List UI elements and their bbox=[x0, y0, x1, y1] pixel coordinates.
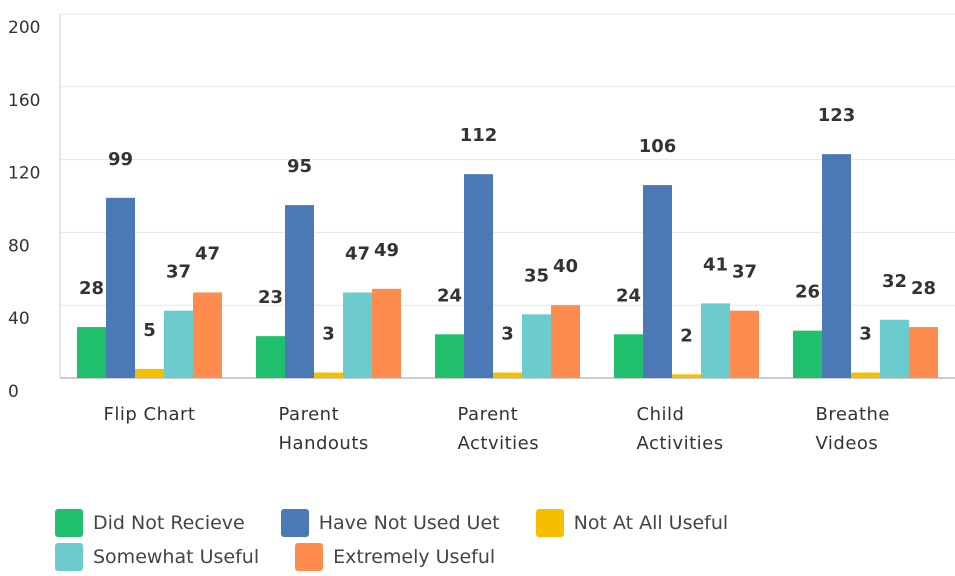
data-label: 5 bbox=[143, 320, 156, 341]
legend-swatch bbox=[280, 509, 309, 537]
legend: Did Not Recieve Have Not Used Uet Not At A… bbox=[55, 508, 855, 576]
data-label: 123 bbox=[818, 105, 856, 126]
bar bbox=[730, 310, 759, 378]
data-label: 3 bbox=[322, 324, 335, 345]
bar bbox=[193, 292, 222, 378]
data-label: 3 bbox=[859, 324, 872, 345]
y-tick-label: 0 bbox=[8, 382, 19, 402]
data-label: 23 bbox=[258, 287, 283, 308]
data-label: 95 bbox=[287, 156, 312, 177]
y-tick-label: 120 bbox=[8, 164, 40, 184]
y-tick-label: 40 bbox=[8, 309, 30, 329]
x-tick-label: Flip Chart bbox=[75, 400, 225, 429]
data-label: 3 bbox=[501, 324, 514, 345]
bar bbox=[164, 310, 193, 378]
data-label: 41 bbox=[703, 254, 728, 275]
bar bbox=[614, 334, 643, 378]
legend-label: Have Not Used Uet bbox=[318, 512, 500, 534]
x-tick-label: Child Activities bbox=[612, 400, 762, 458]
data-label: 28 bbox=[911, 278, 936, 299]
data-label: 35 bbox=[524, 265, 549, 286]
data-label: 37 bbox=[732, 262, 757, 283]
bar bbox=[522, 314, 551, 378]
bar bbox=[106, 197, 135, 378]
legend-label: Extremely Useful bbox=[333, 546, 496, 568]
bar bbox=[822, 154, 851, 378]
legend-item: Have Not Used Uet bbox=[280, 508, 500, 538]
legend-swatch bbox=[295, 543, 324, 571]
x-tick-text: Flip Chart bbox=[103, 404, 196, 425]
legend-swatch bbox=[535, 509, 564, 537]
bar bbox=[435, 334, 464, 378]
x-tick-label: Breathe Videos bbox=[791, 400, 941, 458]
bar bbox=[464, 174, 493, 378]
legend-label: Did Not Recieve bbox=[93, 512, 245, 534]
data-label: 112 bbox=[460, 125, 498, 146]
data-label: 47 bbox=[345, 243, 370, 264]
data-label: 24 bbox=[616, 285, 641, 306]
data-label: 106 bbox=[639, 136, 677, 157]
bar bbox=[256, 336, 285, 378]
data-label: 24 bbox=[437, 285, 462, 306]
bar bbox=[551, 305, 580, 378]
legend-label: Not At All Useful bbox=[573, 512, 729, 534]
bar bbox=[701, 303, 730, 378]
legend-item: Did Not Recieve bbox=[55, 508, 245, 538]
x-tick-text: Breathe Videos bbox=[815, 404, 890, 454]
x-tick-label: Parent Actvities bbox=[433, 400, 583, 458]
data-label: 2 bbox=[680, 325, 693, 346]
bar bbox=[643, 185, 672, 378]
bar bbox=[372, 288, 401, 378]
bar bbox=[77, 327, 106, 378]
bar bbox=[493, 372, 522, 378]
y-tick-label: 200 bbox=[8, 18, 40, 38]
data-label: 40 bbox=[553, 256, 578, 277]
bar bbox=[135, 368, 164, 378]
bar bbox=[909, 327, 938, 378]
y-tick-label: 80 bbox=[8, 236, 30, 256]
data-label: 26 bbox=[795, 282, 820, 303]
legend-swatch bbox=[55, 543, 83, 571]
x-tick-text: Parent Actvities bbox=[457, 404, 540, 454]
x-tick-text: Child Activities bbox=[636, 404, 724, 454]
data-label: 47 bbox=[195, 243, 220, 264]
data-label: 37 bbox=[166, 262, 191, 283]
legend-item: Extremely Useful bbox=[295, 542, 495, 572]
bar bbox=[851, 372, 880, 378]
data-label: 99 bbox=[108, 149, 133, 170]
legend-label: Somewhat Useful bbox=[93, 546, 260, 568]
legend-swatch bbox=[55, 509, 83, 537]
bar bbox=[314, 372, 343, 378]
legend-item: Somewhat Useful bbox=[55, 542, 259, 572]
bar bbox=[672, 374, 701, 378]
data-label: 28 bbox=[79, 278, 104, 299]
data-label: 32 bbox=[882, 271, 907, 292]
bar bbox=[880, 319, 909, 378]
bar bbox=[343, 292, 372, 378]
legend-item: Not At All Useful bbox=[535, 508, 729, 538]
data-label: 49 bbox=[374, 240, 399, 261]
x-tick-text: Parent Handouts bbox=[278, 404, 369, 454]
bar bbox=[285, 205, 314, 378]
y-tick-label: 160 bbox=[8, 91, 40, 111]
bar bbox=[793, 330, 822, 378]
x-tick-label: Parent Handouts bbox=[254, 400, 404, 458]
